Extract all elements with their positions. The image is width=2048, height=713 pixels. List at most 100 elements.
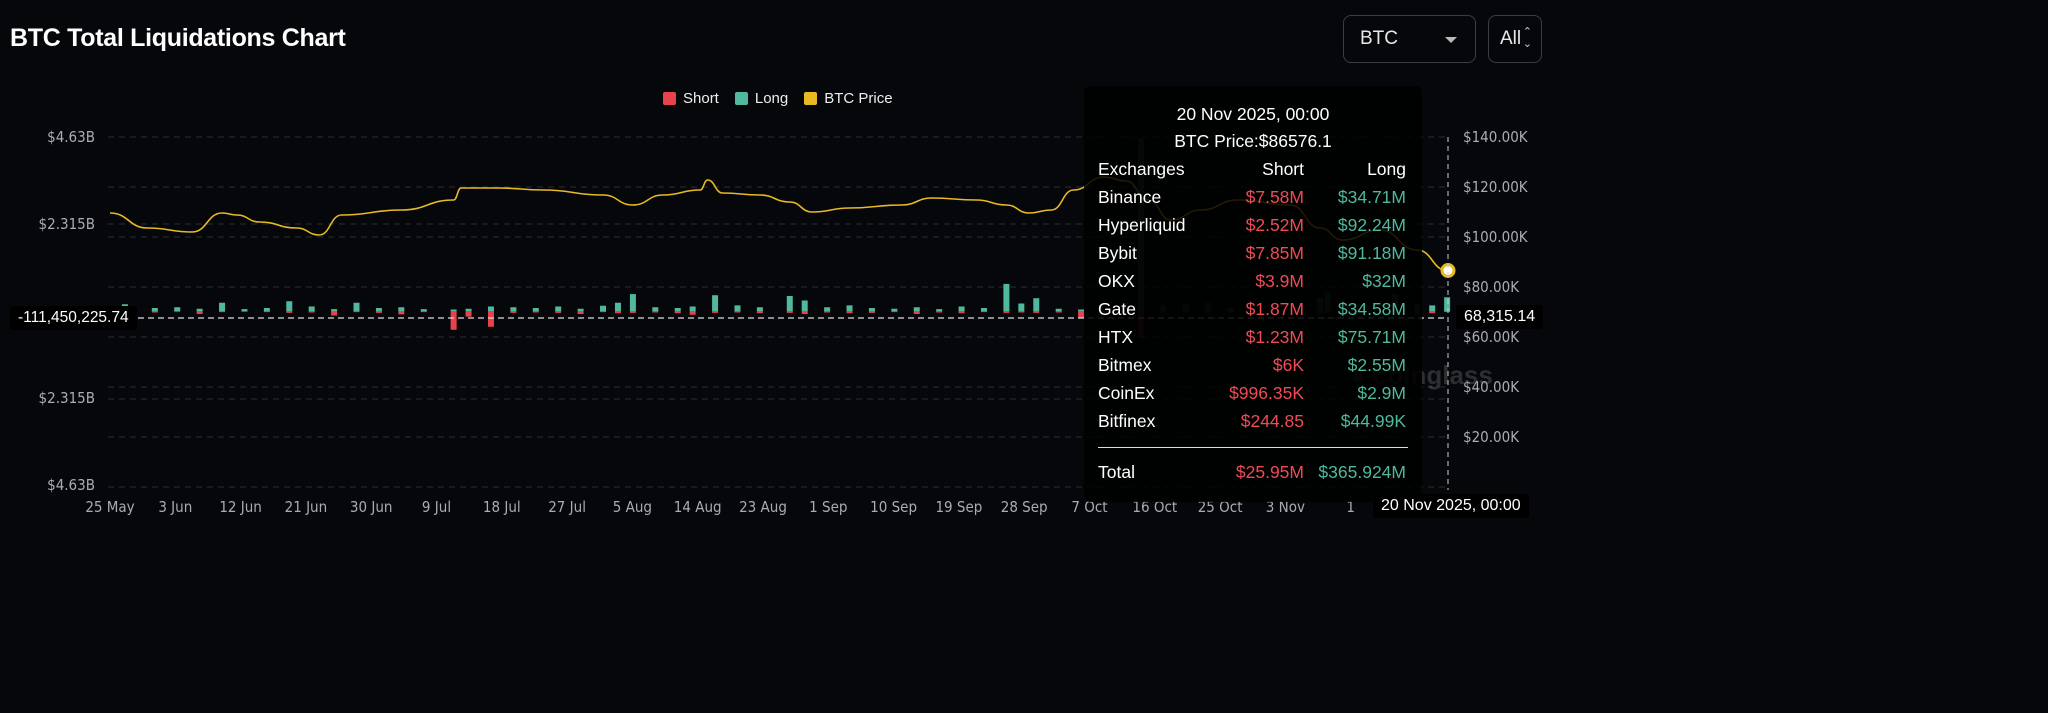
- short-bar: [308, 311, 315, 313]
- legend-long[interactable]: Long: [734, 90, 788, 107]
- long-bar: [151, 307, 158, 311]
- long-bar: [891, 308, 898, 311]
- long-value: $34.71M: [1337, 187, 1406, 207]
- long-bar: [614, 302, 621, 311]
- short-swatch: [663, 92, 676, 105]
- short-bar: [1033, 311, 1040, 313]
- long-bar: [241, 309, 248, 311]
- tooltip-row: Bitmex $6K $2.55M: [1098, 355, 1406, 379]
- short-bar: [420, 311, 427, 313]
- x-axis-tick: 1: [1346, 498, 1355, 516]
- tooltip-price: BTC Price:$86576.1: [1174, 131, 1332, 151]
- long-bar: [1033, 298, 1040, 311]
- exchange-name: HTX: [1098, 327, 1133, 347]
- x-axis-tick: 30 Jun: [350, 498, 393, 516]
- short-bar: [868, 311, 875, 313]
- tooltip-row: Bitfinex $244.85 $44.99K: [1098, 411, 1406, 435]
- x-axis-tick: 9 Jul: [422, 498, 451, 516]
- long-value: $75.71M: [1337, 327, 1406, 347]
- legend-label: Short: [683, 90, 719, 107]
- long-bar: [510, 307, 517, 311]
- long-bar: [734, 305, 741, 311]
- short-bar: [756, 311, 763, 314]
- short-bar: [196, 311, 203, 315]
- long-bar: [913, 307, 920, 311]
- tooltip-row: Gate $1.87M $34.58M: [1098, 299, 1406, 323]
- short-bar: [353, 311, 360, 313]
- long-bar: [465, 308, 472, 311]
- short-value: $996.35K: [1229, 383, 1304, 403]
- short-value: $1.87M: [1245, 299, 1304, 319]
- legend-short[interactable]: Short: [663, 90, 719, 107]
- x-axis-tick: 5 Aug: [613, 498, 652, 516]
- long-bar: [600, 305, 607, 311]
- short-bar: [577, 311, 584, 315]
- long-value: $34.58M: [1337, 299, 1406, 319]
- total-label: Total: [1098, 462, 1135, 482]
- right-axis-tick: $100.00K: [1463, 228, 1529, 246]
- short-bar: [555, 311, 562, 313]
- short-value: Short: [1262, 159, 1304, 179]
- short-bar: [1003, 311, 1010, 313]
- short-bar: [263, 311, 270, 313]
- tooltip-divider: [1098, 447, 1408, 448]
- long-value: $2.9M: [1357, 383, 1406, 403]
- long-bar: [958, 306, 965, 311]
- short-value: $7.85M: [1245, 243, 1304, 263]
- short-bar: [600, 311, 607, 313]
- exchange-name: Bitmex: [1098, 355, 1152, 375]
- long-bar: [868, 307, 875, 311]
- long-bar: [1078, 309, 1085, 311]
- long-bar: [1055, 308, 1062, 311]
- long-bar: [629, 294, 636, 311]
- exchange-name: CoinEx: [1098, 383, 1155, 403]
- short-bar: [652, 311, 659, 313]
- short-bar: [331, 311, 338, 316]
- crosshair-right-value: 68,315.14: [1456, 305, 1544, 329]
- short-bar: [241, 311, 248, 312]
- short-bar: [151, 311, 158, 313]
- x-axis-tick: 27 Jul: [548, 498, 586, 516]
- short-bar: [786, 311, 793, 313]
- short-bar: [1055, 311, 1062, 313]
- long-bar: [756, 307, 763, 311]
- range-select[interactable]: All ⌃ ⌄: [1488, 15, 1542, 63]
- x-axis-tick: 12 Jun: [219, 498, 262, 516]
- x-axis-tick: 14 Aug: [674, 498, 722, 516]
- total-long: $365.924M: [1318, 462, 1406, 482]
- long-bar: [263, 307, 270, 311]
- long-bar: [353, 302, 360, 311]
- long-bar: [1444, 297, 1451, 311]
- coin-select[interactable]: BTC: [1343, 15, 1476, 63]
- long-bar: [308, 306, 315, 311]
- short-bar: [510, 311, 517, 313]
- short-bar: [398, 311, 405, 315]
- crosshair-date: 20 Nov 2025, 00:00: [1373, 494, 1529, 518]
- long-bar: [375, 307, 382, 311]
- legend-btc-price[interactable]: BTC Price: [804, 90, 893, 107]
- x-axis-tick: 18 Jul: [483, 498, 521, 516]
- short-bar: [614, 311, 621, 314]
- short-bar: [734, 311, 741, 313]
- right-axis-tick: $120.00K: [1463, 178, 1529, 196]
- short-bar: [1018, 311, 1025, 313]
- long-bar: [786, 295, 793, 311]
- short-bar: [712, 311, 719, 313]
- long-value: $44.99K: [1340, 411, 1406, 431]
- x-axis-tick: 28 Sep: [1001, 498, 1048, 516]
- tooltip-header-row: Exchanges Short Long: [1098, 159, 1406, 183]
- left-axis-tick: $2.315B: [39, 389, 95, 407]
- short-bar: [891, 311, 898, 313]
- exchange-name: Exchanges: [1098, 159, 1185, 179]
- short-bar: [674, 311, 681, 314]
- right-axis-tick: $140.00K: [1463, 128, 1529, 146]
- long-bar: [936, 309, 943, 311]
- tooltip-row: OKX $3.9M $32M: [1098, 271, 1406, 295]
- total-short: $25.95M: [1235, 462, 1304, 482]
- short-value: $1.23M: [1245, 327, 1304, 347]
- exchange-name: Gate: [1098, 299, 1136, 319]
- long-bar: [450, 309, 457, 311]
- x-axis-tick: 19 Sep: [935, 498, 982, 516]
- long-bar: [420, 309, 427, 311]
